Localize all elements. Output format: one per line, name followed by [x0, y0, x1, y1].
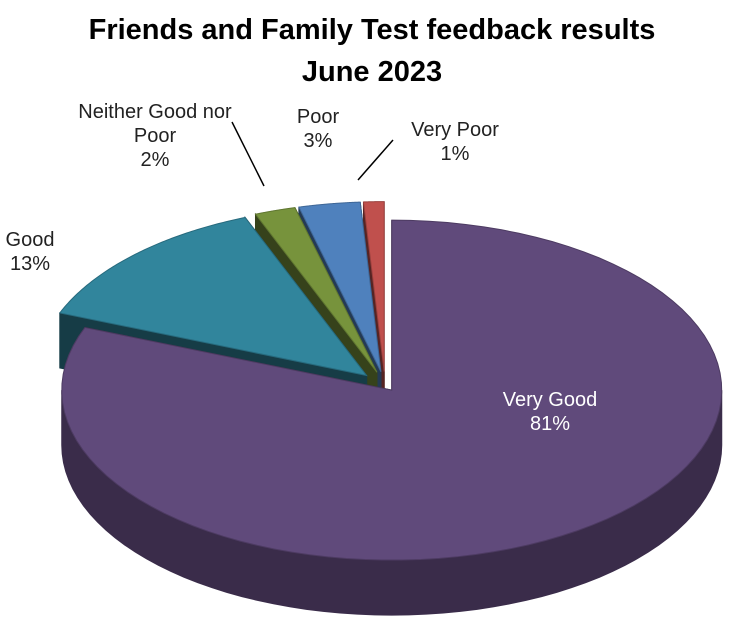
data-label: Neither Good nor Poor 2%	[75, 100, 235, 172]
value-label: 2%	[140, 149, 170, 171]
leader-line	[357, 139, 394, 181]
value-label: 3%	[303, 130, 333, 152]
slice	[58, 216, 368, 377]
value-label: 1%	[440, 143, 470, 165]
slice	[362, 201, 385, 372]
chart-title: Friends and Family Test feedback results	[88, 14, 656, 46]
category-label: Very Good	[502, 389, 598, 411]
slice	[61, 219, 723, 561]
data-label: Good 13%	[0, 228, 65, 276]
slice	[254, 207, 378, 373]
category-label: Very Poor	[411, 119, 499, 141]
slices	[58, 201, 723, 616]
category-label: Good	[5, 229, 55, 251]
category-label: Neither Good nor Poor	[78, 101, 232, 147]
category-label: Poor	[296, 106, 340, 128]
slice	[298, 201, 382, 372]
data-label: Very Good 81%	[470, 388, 630, 436]
value-label: 13%	[9, 253, 51, 275]
value-label: 81%	[529, 413, 571, 435]
chart-subtitle: June 2023	[301, 56, 443, 88]
data-label: Poor 3%	[288, 105, 348, 153]
data-label: Very Poor 1%	[390, 118, 520, 166]
leader-line	[231, 121, 265, 187]
